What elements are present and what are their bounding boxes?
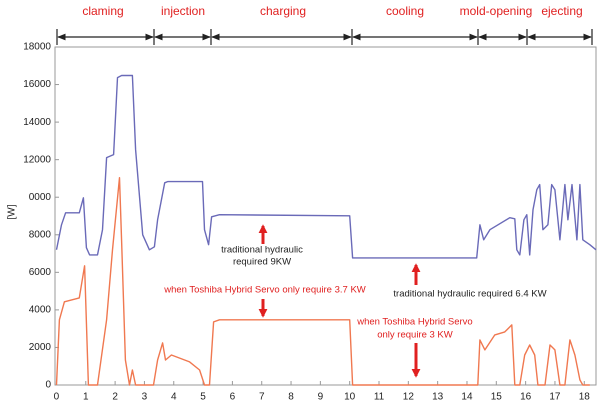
y-tick-label: 18000 — [23, 42, 51, 53]
phase-label: charging — [260, 4, 306, 18]
y-tick-label: 16000 — [23, 79, 51, 90]
y-tick-label: 4000 — [29, 305, 52, 316]
x-tick-label: 9 — [318, 392, 324, 403]
y-tick-label: 14000 — [23, 117, 51, 128]
phase-label: injection — [161, 4, 205, 18]
x-tick-label: 5 — [200, 392, 206, 403]
x-tick-label: 18 — [579, 392, 591, 403]
annotation: when Toshiba Hybrid Servo — [356, 317, 472, 328]
y-axis-label: [W] — [7, 204, 18, 219]
x-tick-label: 13 — [432, 392, 444, 403]
annotation: when Toshiba Hybrid Servo only require 3… — [163, 285, 366, 296]
y-tick-label: 0 — [45, 380, 51, 391]
y-tick-label: 8000 — [29, 229, 52, 240]
x-tick-label: 11 — [374, 392, 385, 403]
annotation: traditional hydraulic required 6.4 KW — [393, 289, 546, 300]
annotation: required 9KW — [233, 257, 291, 268]
x-tick-label: 16 — [520, 392, 532, 403]
marks: 0 2000 4000 6000 8000 0000 12000 14000 16000 1800… — [23, 42, 597, 403]
series-line — [55, 177, 590, 386]
phase-label: claming — [82, 4, 123, 18]
annotation: traditional hydraulic — [221, 245, 303, 256]
x-tick-label: 10 — [344, 392, 356, 403]
x-tick-label: 12 — [403, 392, 415, 403]
annotation-arrows — [258, 224, 421, 378]
phase-label: mold-opening — [460, 4, 533, 18]
y-tick-label: 0000 — [29, 192, 52, 203]
x-tick-label: 4 — [171, 392, 177, 403]
x-tick-label: 2 — [112, 392, 118, 403]
x-tick-label: 14 — [461, 392, 473, 403]
annotation: only require 3 KW — [377, 330, 453, 341]
y-tick-label: 6000 — [29, 267, 52, 278]
phase-label: cooling — [386, 4, 424, 18]
phase-label: ejecting — [541, 4, 582, 18]
phase-bar — [56, 29, 593, 45]
plot-frame — [54, 46, 597, 386]
y-tick-label: 12000 — [23, 154, 51, 165]
y-tick-label: 2000 — [29, 342, 52, 353]
x-tick-label: 7 — [259, 392, 265, 403]
series-line — [55, 74, 597, 259]
x-tick-label: 1 — [83, 392, 89, 403]
x-tick-label: 17 — [549, 392, 561, 403]
x-tick-label: 0 — [54, 392, 60, 403]
x-tick-label: 15 — [491, 392, 503, 403]
x-tick-label: 8 — [288, 392, 294, 403]
x-tick-label: 6 — [230, 392, 236, 403]
x-tick-label: 3 — [142, 392, 148, 403]
